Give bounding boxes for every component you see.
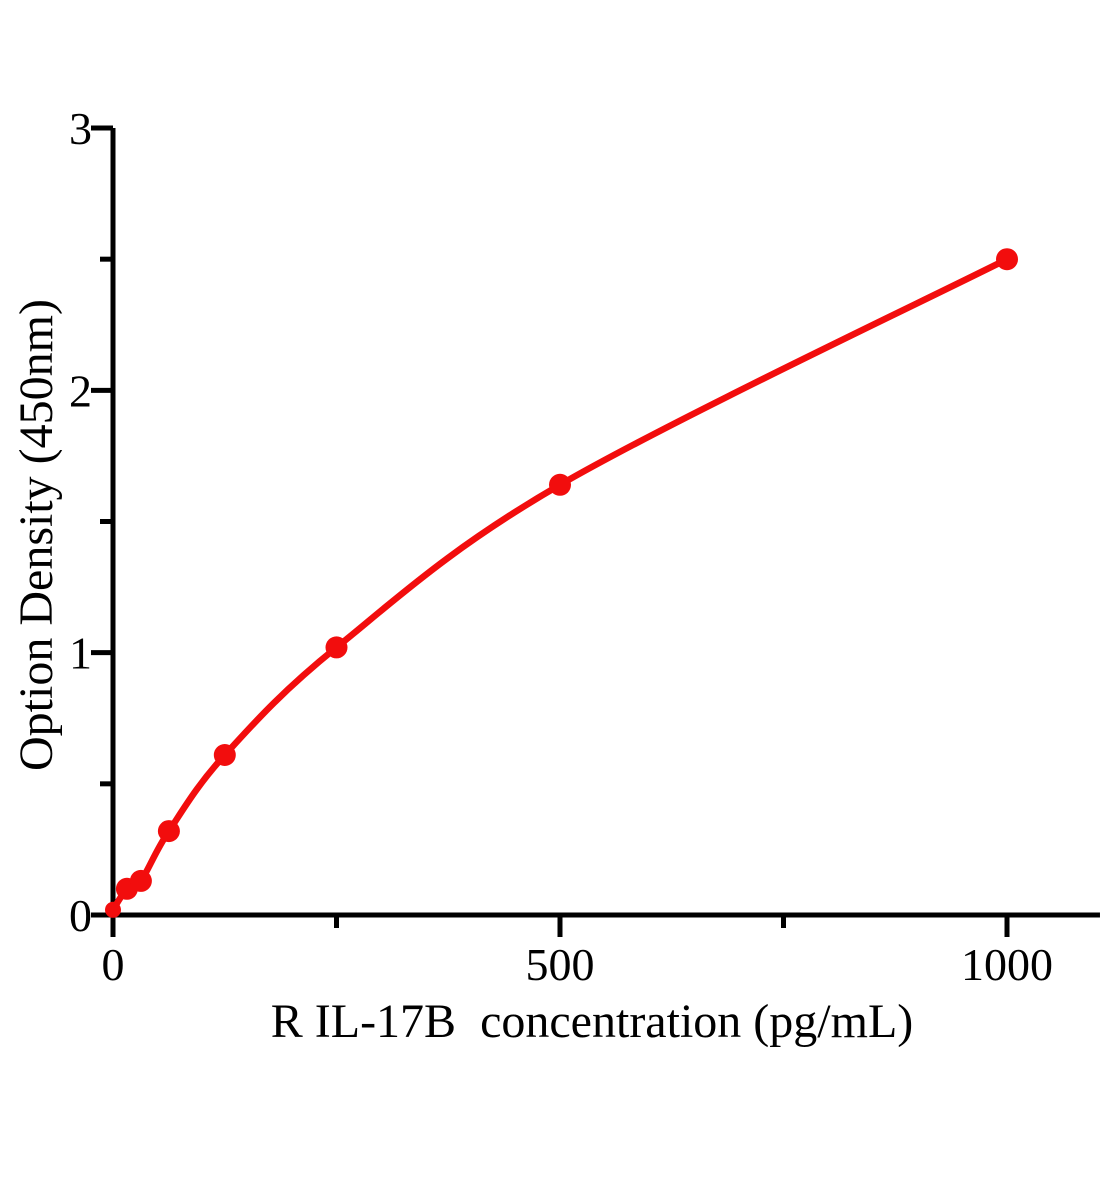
x-tick-label: 0	[102, 939, 125, 990]
data-point-marker	[549, 473, 571, 496]
data-point-marker	[157, 820, 180, 843]
y-tick-label: 0	[69, 890, 92, 941]
data-point-marker	[105, 901, 121, 918]
x-axis-title: R IL-17B concentration (pg/mL)	[271, 995, 914, 1048]
data-point-marker	[129, 869, 152, 892]
x-tick-label: 500	[526, 939, 595, 990]
y-axis-title: Option Density (450nm)	[10, 299, 63, 771]
data-point-marker	[996, 248, 1018, 271]
standard-curve-line	[109, 255, 1011, 914]
x-tick-label: 1000	[961, 939, 1053, 990]
y-tick-label: 3	[69, 103, 92, 154]
data-point-marker	[325, 636, 348, 659]
plot-area: 0 500 1000 0 1 2 3	[69, 103, 1100, 990]
y-tick-label: 2	[69, 365, 92, 416]
y-tick-label: 1	[69, 628, 92, 679]
data-point-marker	[213, 744, 236, 766]
